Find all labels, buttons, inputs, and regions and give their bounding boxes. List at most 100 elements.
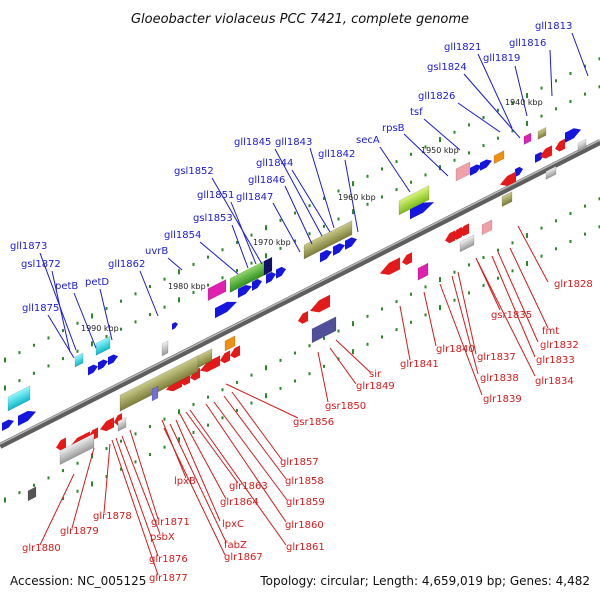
gene-label[interactable]: tsf: [410, 107, 423, 118]
gene-label[interactable]: glr1864: [220, 497, 259, 508]
scale-tick: [250, 373, 253, 377]
scale-tick: [163, 305, 166, 309]
forward-gene-arrow: [98, 359, 108, 371]
gene-label[interactable]: glr1858: [285, 476, 324, 487]
gene-block-olive-body: [537, 126, 547, 140]
leader-line: [111, 439, 159, 576]
gene-label[interactable]: gll1873: [10, 241, 47, 252]
scale-tick: [410, 320, 412, 324]
gene-block-violet: [151, 385, 159, 402]
gene-label[interactable]: gll1847: [236, 192, 273, 203]
gene-label[interactable]: gsl1852: [174, 166, 214, 177]
gene-block-gray: [459, 234, 475, 253]
scale-tick: [497, 108, 499, 112]
leader-line: [199, 241, 239, 275]
gene-label[interactable]: sir: [369, 369, 382, 380]
gene-label[interactable]: glr1828: [554, 279, 593, 290]
gene-label[interactable]: glr1834: [535, 376, 574, 387]
leader-line: [51, 270, 71, 353]
gene-label[interactable]: glr1849: [356, 381, 395, 392]
scale-tick: [424, 145, 427, 149]
scale-tick: [236, 380, 238, 384]
scale-tick: [192, 402, 195, 406]
gene-label[interactable]: uvrB: [145, 246, 168, 257]
accession-text: Accession: NC_005125: [10, 574, 146, 588]
gene-label[interactable]: gll1819: [483, 53, 520, 64]
gene-label[interactable]: glr1857: [280, 457, 319, 468]
gene-block-olive: [537, 126, 547, 140]
gene-label[interactable]: gll1821: [444, 42, 481, 53]
gene-label[interactable]: gll1875: [22, 303, 59, 314]
gene-label[interactable]: glr1861: [286, 542, 325, 553]
gene-label[interactable]: gll1854: [164, 230, 201, 241]
scale-tick: [47, 336, 50, 340]
gene-label[interactable]: gsr1850: [325, 401, 366, 412]
gene-label[interactable]: glr1833: [536, 355, 575, 366]
gene-label[interactable]: glr1863: [229, 481, 268, 492]
gene-label[interactable]: glr1838: [480, 373, 519, 384]
gene-label[interactable]: gll1846: [248, 175, 285, 186]
scale-tick: [279, 246, 282, 250]
gene-label[interactable]: gll1844: [256, 158, 293, 169]
gene-label[interactable]: gll1851: [197, 190, 234, 201]
gene-label[interactable]: lpxB: [174, 476, 196, 487]
scale-tick: [207, 283, 209, 287]
gene-label[interactable]: glr1840: [436, 344, 475, 355]
gene-label[interactable]: gll1845: [234, 137, 271, 148]
gene-label[interactable]: glr1879: [60, 526, 99, 537]
gene-label[interactable]: petD: [85, 277, 109, 288]
gene-label[interactable]: psbX: [150, 532, 175, 543]
gene-label[interactable]: lpxC: [222, 519, 244, 530]
leader-line: [491, 255, 536, 358]
leader-line: [47, 314, 75, 359]
gene-block-gray-body: [577, 138, 587, 152]
gene-features: [2, 126, 587, 502]
gene-label[interactable]: glr1841: [400, 359, 439, 370]
gene-label[interactable]: glr1860: [285, 520, 324, 531]
gene-label[interactable]: gsr1856: [293, 417, 334, 428]
gene-label[interactable]: fabZ: [224, 540, 247, 551]
gene-label[interactable]: rpsB: [382, 123, 405, 134]
gene-label[interactable]: glr1876: [149, 554, 188, 565]
gene-label[interactable]: glr1839: [483, 394, 522, 405]
gene-block-magenta-body: [417, 262, 429, 281]
kbp-label: 1960 kbp: [338, 193, 376, 202]
gene-label[interactable]: gll1813: [535, 21, 572, 32]
forward-gene-arrow-shape: [98, 359, 108, 371]
gene-label[interactable]: gll1843: [275, 137, 312, 148]
gene-label[interactable]: gll1842: [318, 149, 355, 160]
gene-label[interactable]: glr1871: [151, 517, 190, 528]
scale-tick: [511, 129, 514, 133]
gene-label[interactable]: gsl1872: [21, 259, 61, 270]
leader-line: [73, 292, 97, 349]
gene-label[interactable]: glr1832: [540, 340, 579, 351]
gene-label[interactable]: gsl1824: [427, 62, 467, 73]
gene-label[interactable]: petB: [55, 281, 78, 292]
scale-tick: [120, 327, 122, 331]
gene-label[interactable]: gll1826: [418, 91, 455, 102]
gene-label[interactable]: fmt: [542, 326, 559, 337]
leader-line: [189, 409, 287, 546]
leader-line: [179, 413, 227, 500]
scale-tick: [598, 225, 600, 229]
gene-label[interactable]: gll1862: [108, 259, 145, 270]
leader-line: [231, 391, 283, 461]
gene-label[interactable]: glr1877: [149, 573, 188, 584]
scale-tick: [134, 432, 137, 436]
leader-line: [477, 53, 513, 129]
scale-tick: [149, 425, 151, 429]
gene-label[interactable]: gll1816: [509, 38, 546, 49]
gene-label[interactable]: glr1880: [22, 543, 61, 554]
gene-label[interactable]: glr1878: [93, 511, 132, 522]
scale-tick: [366, 202, 369, 206]
scale-tick: [4, 385, 6, 391]
reverse-gene-arrow-shape: [220, 350, 230, 364]
gene-label[interactable]: gsr1835: [491, 310, 532, 321]
gene-label[interactable]: secA: [356, 135, 380, 146]
gene-label[interactable]: glr1837: [477, 352, 516, 363]
gene-label[interactable]: glr1867: [224, 552, 263, 563]
scale-tick: [236, 240, 238, 244]
gene-label[interactable]: gsl1853: [193, 213, 233, 224]
gene-label[interactable]: glr1859: [286, 497, 325, 508]
